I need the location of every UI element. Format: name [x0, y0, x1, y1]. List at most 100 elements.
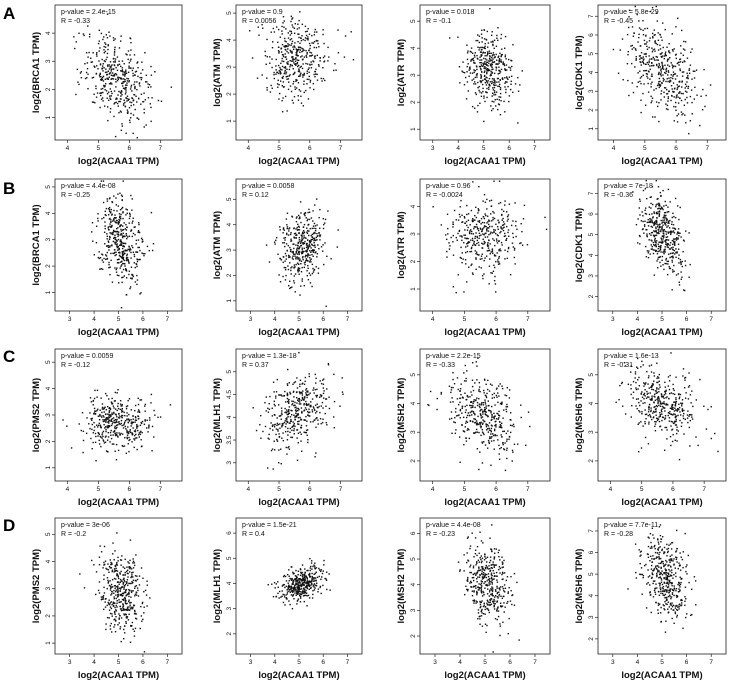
- scatter-point: [261, 23, 263, 26]
- scatter-point: [121, 199, 123, 201]
- scatter-point: [112, 219, 115, 221]
- scatter-point: [452, 378, 454, 381]
- y-axis-label: log2(BRCA1 TPM): [31, 32, 42, 113]
- row-label-c: C: [3, 347, 15, 366]
- scatter-point: [318, 405, 320, 408]
- scatter-point: [491, 413, 493, 416]
- scatter-point: [474, 422, 476, 424]
- scatter-point: [107, 431, 110, 434]
- scatter-point: [111, 233, 114, 236]
- scatter-point: [107, 228, 110, 231]
- scatter-point: [673, 249, 676, 252]
- scatter-point: [310, 55, 312, 57]
- scatter-point: [506, 457, 508, 460]
- scatter-point: [432, 206, 434, 208]
- scatter-point: [313, 241, 315, 244]
- scatter-point: [314, 73, 317, 75]
- scatter-point: [483, 259, 485, 262]
- scatter-point: [503, 64, 506, 67]
- scatter-point: [116, 409, 118, 412]
- scatter-point: [475, 93, 478, 96]
- scatter-point: [650, 410, 652, 413]
- scatter-point: [336, 246, 339, 248]
- scatter-point: [299, 201, 302, 203]
- scatter-point: [653, 89, 655, 91]
- scatter-point: [677, 243, 680, 245]
- scatter-point: [649, 221, 651, 223]
- scatter-point: [104, 227, 106, 230]
- scatter-point: [117, 389, 119, 391]
- scatter-point: [483, 433, 485, 436]
- scatter-point: [108, 416, 111, 419]
- scatter-point: [129, 101, 131, 103]
- scatter-point: [462, 258, 464, 260]
- scatter-point: [302, 390, 304, 392]
- x-axis-label: log2(ACAA1 TPM): [258, 327, 339, 338]
- scatter-point: [313, 222, 316, 225]
- scatter-point: [497, 385, 500, 387]
- scatter-point: [295, 412, 297, 414]
- scatter-point: [476, 448, 479, 450]
- scatter-point: [285, 423, 287, 425]
- scatter-point: [466, 213, 468, 216]
- scatter-point: [325, 305, 327, 307]
- x-tick-label: 4: [431, 316, 435, 323]
- scatter-point: [628, 9, 631, 12]
- scatter-point: [273, 31, 276, 33]
- scatter-point: [96, 55, 98, 57]
- scatter-point: [504, 54, 507, 56]
- scatter-point: [288, 227, 291, 229]
- scatter-point: [136, 258, 139, 261]
- scatter-point: [108, 68, 111, 70]
- scatter-point: [466, 370, 468, 372]
- scatter-point: [648, 413, 651, 416]
- scatter-point: [276, 83, 279, 85]
- scatter-point: [289, 280, 291, 282]
- scatter-point: [160, 100, 163, 102]
- scatter-point: [327, 210, 329, 212]
- y-tick-label: 7: [588, 14, 595, 18]
- scatter-point: [655, 392, 657, 394]
- scatter-point: [647, 225, 650, 227]
- scatter-point: [80, 71, 83, 73]
- scatter-point: [116, 102, 119, 105]
- r-annotation: R = -0.33: [426, 362, 455, 369]
- scatter-point: [462, 416, 465, 419]
- scatter-points: [448, 7, 523, 124]
- scatter-point: [678, 81, 680, 83]
- scatter-point: [671, 67, 674, 69]
- scatter-point: [637, 423, 639, 426]
- scatter-point: [95, 85, 97, 87]
- scatter-point: [672, 408, 674, 411]
- scatter-point: [500, 446, 502, 449]
- scatter-point: [279, 70, 281, 72]
- scatter-point: [501, 422, 503, 425]
- scatter-point: [666, 59, 669, 61]
- scatter-point: [115, 413, 117, 415]
- scatter-point: [117, 231, 120, 233]
- scatter-point: [471, 59, 474, 61]
- scatter-point: [482, 63, 485, 66]
- scatter-point: [112, 434, 114, 436]
- scatter-point: [467, 50, 469, 52]
- scatter-point: [474, 76, 477, 79]
- scatter-point: [461, 423, 463, 426]
- scatter-point: [282, 261, 284, 264]
- scatter-point: [111, 402, 113, 404]
- scatter-point: [126, 100, 128, 102]
- scatter-point: [659, 83, 661, 86]
- scatter-point: [478, 47, 481, 49]
- scatter-point: [480, 69, 482, 71]
- scatter-point: [468, 241, 471, 243]
- scatter-point: [497, 234, 499, 237]
- scatter-point: [493, 84, 495, 87]
- scatter-point: [658, 241, 660, 244]
- scatter-point: [312, 225, 315, 227]
- x-tick-label: 5: [277, 486, 281, 493]
- scatter-point: [275, 58, 277, 61]
- scatter-point: [291, 24, 293, 26]
- x-tick-label: 5: [463, 316, 467, 323]
- scatter-point: [95, 410, 97, 412]
- p-value-annotation: p-value = 5.8e-29: [604, 9, 659, 16]
- scatter-point: [95, 241, 98, 244]
